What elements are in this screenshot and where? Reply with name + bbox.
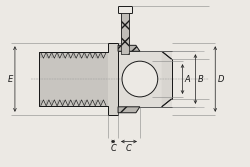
Polygon shape [121, 13, 129, 54]
Polygon shape [118, 51, 172, 107]
Polygon shape [118, 107, 140, 113]
Circle shape [122, 61, 158, 97]
Polygon shape [162, 51, 172, 107]
Text: D: D [218, 74, 224, 84]
Text: C: C [126, 144, 132, 153]
Polygon shape [39, 52, 108, 106]
Text: B: B [198, 74, 203, 84]
Text: A: A [184, 74, 190, 84]
Polygon shape [108, 43, 118, 115]
Text: E: E [7, 74, 12, 84]
Polygon shape [118, 45, 140, 51]
Text: C: C [110, 144, 116, 153]
